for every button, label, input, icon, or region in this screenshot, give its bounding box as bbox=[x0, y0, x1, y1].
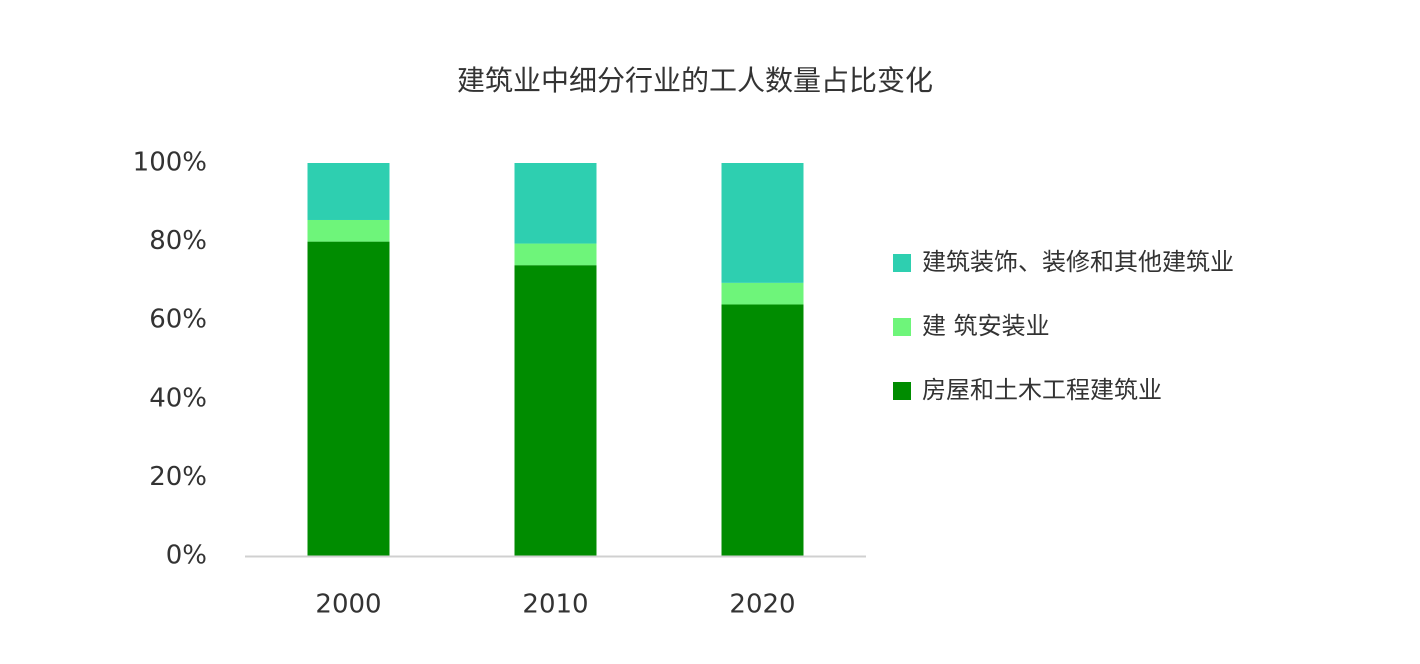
legend-swatch bbox=[893, 254, 911, 272]
y-tick-label: 0% bbox=[166, 541, 207, 571]
bar-segment bbox=[514, 243, 597, 266]
y-tick-label: 80% bbox=[149, 226, 207, 256]
y-tick-label: 20% bbox=[149, 462, 207, 492]
bar-segment bbox=[514, 265, 597, 556]
bar-segment bbox=[514, 163, 597, 244]
x-tick-label: 2020 bbox=[729, 590, 795, 620]
legend-label: 房屋和土木工程建筑业 bbox=[922, 376, 1162, 404]
chart-title: 建筑业中细分行业的工人数量占比变化 bbox=[457, 64, 933, 97]
y-tick-label: 40% bbox=[149, 383, 207, 413]
bar-segment bbox=[721, 304, 804, 556]
x-tick-label: 2000 bbox=[315, 590, 381, 620]
x-tick-label: 2010 bbox=[522, 590, 588, 620]
legend-swatch bbox=[893, 318, 911, 336]
bar-segment bbox=[307, 163, 390, 220]
y-tick-label: 100% bbox=[133, 148, 207, 178]
y-tick-label: 60% bbox=[149, 305, 207, 335]
bar-segment bbox=[307, 241, 390, 556]
legend-swatch bbox=[893, 382, 911, 400]
legend-label: 建 筑安装业 bbox=[922, 312, 1050, 340]
bar-segment bbox=[721, 282, 804, 305]
bar-segment bbox=[721, 163, 804, 283]
legend-label: 建筑装饰、装修和其他建筑业 bbox=[922, 248, 1234, 276]
bar-segment bbox=[307, 219, 390, 242]
